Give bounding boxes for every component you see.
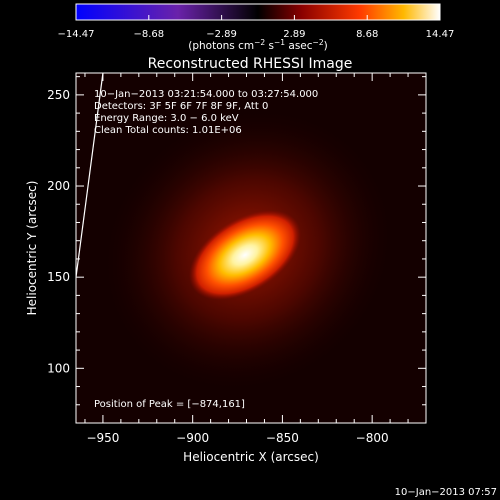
timestamp: 10−Jan−2013 07:57 [395, 487, 497, 498]
y-tick-label: 100 [47, 361, 70, 375]
x-axis-ticks: −950 −900 −850 −800 [84, 73, 427, 445]
annotation-detectors: Detectors: 3F 5F 6F 7F 8F 9F, Att 0 [94, 101, 268, 112]
annotation-total-counts: Clean Total counts: 1.01E+06 [94, 125, 242, 136]
x-tick-label: −850 [266, 431, 299, 445]
colorbar-tick-label: 8.68 [356, 29, 378, 40]
x-tick-label: −800 [356, 431, 389, 445]
annotation-energy-range: Energy Range: 3.0 − 6.0 keV [94, 113, 239, 124]
y-tick-label: 250 [47, 88, 70, 102]
plot-frame [75, 72, 427, 424]
x-axis-label: Heliocentric X (arcsec) [183, 450, 319, 464]
x-tick-label: −950 [86, 431, 119, 445]
emission-core [189, 210, 301, 300]
y-tick-label: 200 [47, 179, 70, 193]
solar-limb-line [76, 73, 104, 278]
y-axis-ticks: 100 150 200 250 [47, 76, 426, 406]
annotations: 10−Jan−2013 03:21:54.000 to 03:27:54.000… [94, 89, 318, 410]
colorbar-tick-label: −14.47 [57, 29, 94, 40]
heatmap-image [76, 73, 426, 423]
x-tick-label: −900 [176, 431, 209, 445]
colorbar-tick-label: 14.47 [426, 29, 455, 40]
colorbar: −14.47 −8.68 −2.89 2.89 8.68 14.47 (photons c… [57, 3, 454, 52]
annotation-time-range: 10−Jan−2013 03:21:54.000 to 03:27:54.000 [94, 89, 318, 100]
colorbar-tick-label: −2.89 [206, 29, 237, 40]
y-axis-label: Heliocentric Y (arcsec) [25, 181, 39, 316]
colorbar-tick-label: 2.89 [283, 29, 305, 40]
peak-position-label: Position of Peak = [−874,161] [94, 399, 245, 410]
chart-title: Reconstructed RHESSI Image [148, 56, 353, 72]
colorbar-tick-label: −8.68 [133, 29, 164, 40]
y-tick-label: 150 [47, 270, 70, 284]
plot-area: −950 −900 −850 −800 100 150 200 250 [47, 72, 427, 445]
colorbar-ticks: −14.47 −8.68 −2.89 2.89 8.68 14.47 [57, 15, 454, 40]
colorbar-unit-label: (photons cm−2 s−1 asec−2) [188, 38, 327, 52]
colorbar-gradient [75, 3, 441, 21]
